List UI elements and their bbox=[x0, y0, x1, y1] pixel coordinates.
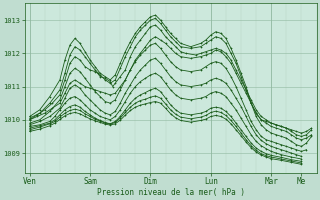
X-axis label: Pression niveau de la mer( hPa ): Pression niveau de la mer( hPa ) bbox=[97, 188, 244, 197]
